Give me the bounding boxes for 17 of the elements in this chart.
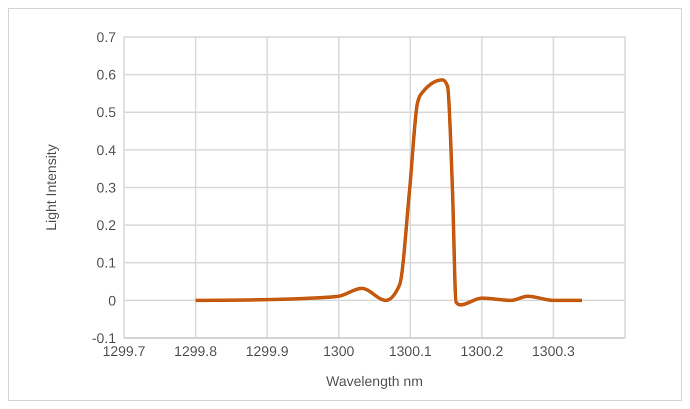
x-tick-label: 1299.8 [174,342,218,359]
x-axis-title: Wavelength nm [326,373,423,389]
y-axis-title: Light Intensity [42,144,59,231]
y-tick-label: 0.1 [96,254,116,271]
y-tick-label: 0.4 [96,142,116,158]
x-tick-label: 1299.9 [246,342,289,359]
x-tick-label: 1300.2 [460,342,504,359]
y-tick-label: 0.5 [96,104,116,120]
y-tick-label: 0.7 [96,28,116,45]
y-tick-label: 0 [108,292,116,308]
y-tick-label: 0.2 [96,217,116,234]
x-tick-label: 1300 [323,342,354,359]
y-tick-label: 0.6 [96,66,116,83]
x-tick-label: 1300.3 [532,342,576,359]
y-tick-label: 0.3 [96,179,116,196]
line-series [194,78,584,307]
x-tick-label: 1300.1 [388,342,432,359]
